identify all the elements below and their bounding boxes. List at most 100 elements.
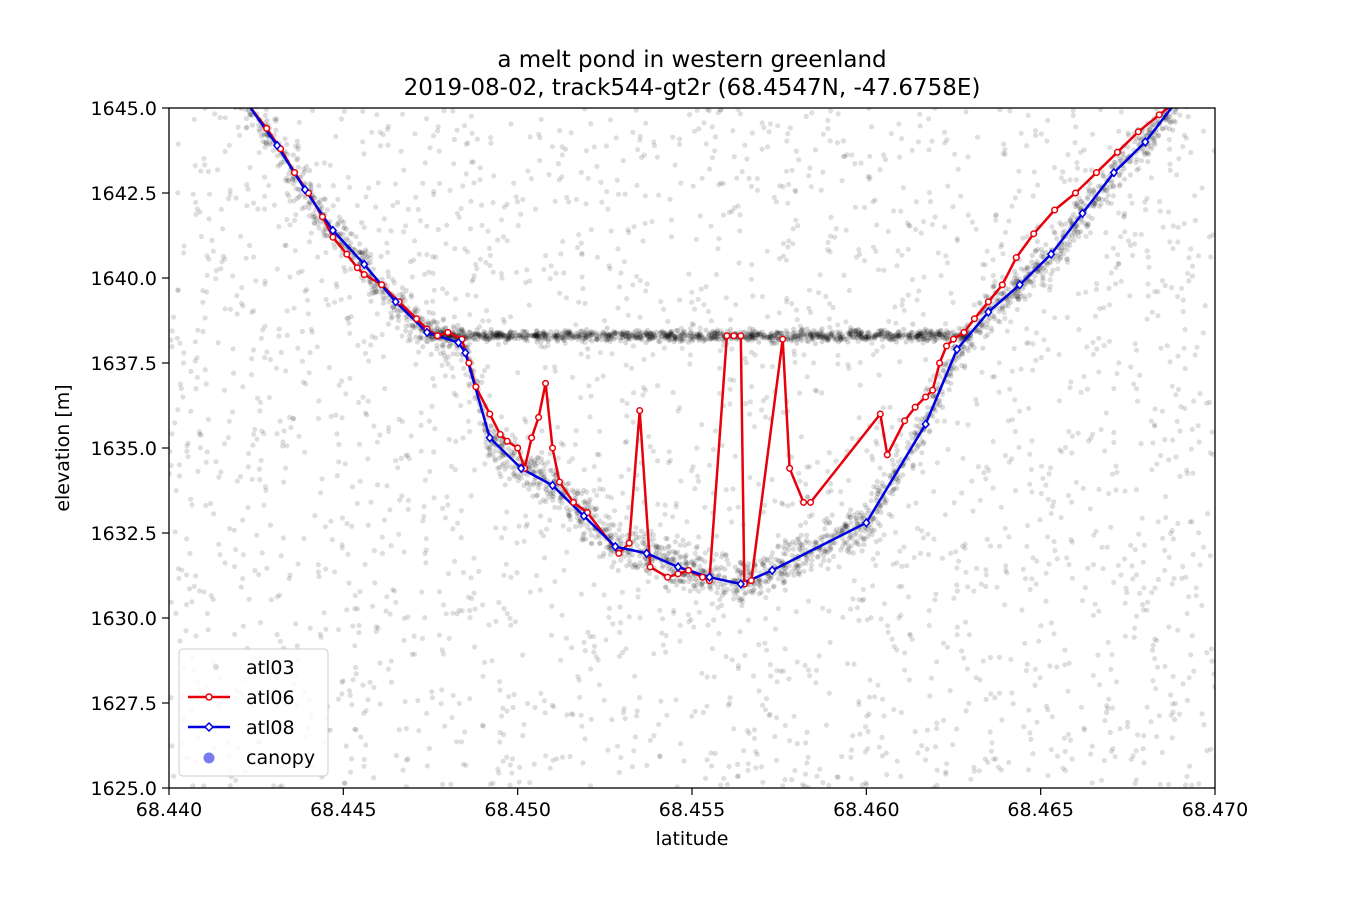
atl03-photon xyxy=(1117,158,1123,164)
atl03-photon xyxy=(362,561,368,568)
atl03-photon xyxy=(388,310,394,316)
atl03-photon xyxy=(1078,229,1084,235)
atl03-photon xyxy=(1000,305,1006,311)
atl03-photon xyxy=(520,335,526,341)
atl03-photon xyxy=(582,300,588,306)
atl03-photon xyxy=(683,559,689,565)
atl03-photon xyxy=(1070,108,1076,113)
atl03-photon xyxy=(1118,234,1124,240)
atl03-photon xyxy=(1040,265,1046,272)
atl03-photon xyxy=(1208,254,1214,260)
atl03-photon xyxy=(1189,90,1194,95)
atl03-photon xyxy=(980,261,986,268)
atl03-photon xyxy=(1108,163,1114,169)
atl03-photon xyxy=(717,348,723,354)
atl03-photon xyxy=(956,325,962,331)
atl03-photon xyxy=(1173,392,1179,398)
atl03-photon xyxy=(997,108,1003,113)
atl03-photon xyxy=(1204,650,1210,656)
atl03-photon xyxy=(737,559,744,565)
atl03-photon xyxy=(1076,326,1082,333)
atl03-photon xyxy=(493,525,499,531)
atl03-photon xyxy=(238,233,244,239)
atl03-photon xyxy=(603,544,610,551)
atl03-photon xyxy=(201,35,206,40)
atl03-photon xyxy=(780,184,786,190)
atl03-photon xyxy=(726,763,732,770)
atl03-photon xyxy=(559,174,565,180)
atl03-photon xyxy=(881,152,887,158)
atl03-photon xyxy=(1007,108,1013,114)
atl03-photon xyxy=(515,222,521,229)
atl03-photon xyxy=(1195,50,1200,55)
atl03-photon xyxy=(633,530,639,537)
atl03-photon xyxy=(802,783,808,788)
atl03-photon xyxy=(666,566,672,572)
atl03-photon xyxy=(864,505,870,511)
atl03-photon xyxy=(430,310,436,317)
atl03-photon xyxy=(1162,547,1168,554)
atl03-photon xyxy=(857,528,864,534)
atl03-photon xyxy=(1060,230,1066,236)
atl03-photon xyxy=(343,236,349,242)
atl03-photon xyxy=(846,511,852,517)
atl03-photon xyxy=(1114,469,1120,475)
atl03-photon xyxy=(631,561,638,567)
atl03-photon xyxy=(405,614,411,620)
atl03-photon xyxy=(579,537,585,543)
atl03-photon xyxy=(733,302,739,308)
atl03-photon xyxy=(1176,711,1182,717)
atl03-photon xyxy=(507,782,513,788)
atl03-photon xyxy=(1082,220,1088,226)
atl03-photon xyxy=(284,308,290,314)
atl03-photon xyxy=(1201,78,1206,83)
atl03-photon xyxy=(262,278,268,284)
atl03-photon xyxy=(1180,91,1185,96)
atl03-photon xyxy=(1098,426,1104,433)
atl03-photon xyxy=(1096,196,1102,202)
atl03-photon xyxy=(624,400,630,406)
atl03-photon xyxy=(401,615,407,621)
atl03-photon xyxy=(306,239,312,245)
atl03-photon xyxy=(1167,239,1173,245)
atl03-photon xyxy=(653,543,659,549)
atl03-photon xyxy=(608,532,614,539)
atl03-photon xyxy=(178,385,184,391)
atl03-photon xyxy=(666,551,672,557)
atl03-photon xyxy=(1209,60,1214,65)
atl03-photon xyxy=(194,36,199,41)
atl03-photon xyxy=(664,536,670,542)
atl03-photon xyxy=(872,197,878,203)
atl03-photon xyxy=(914,416,920,422)
atl03-photon xyxy=(809,557,815,563)
atl03-photon xyxy=(585,354,591,360)
atl03-photon xyxy=(858,160,864,166)
atl03-photon xyxy=(341,108,347,114)
atl03-photon xyxy=(918,230,924,236)
atl03-photon xyxy=(898,612,904,618)
atl03-photon xyxy=(577,694,583,700)
atl03-photon xyxy=(1032,682,1038,689)
atl03-photon xyxy=(881,471,887,477)
atl03-photon xyxy=(985,332,991,338)
atl03-photon xyxy=(185,454,191,460)
atl03-photon xyxy=(386,424,392,431)
atl03-photon xyxy=(200,288,206,294)
atl03-photon xyxy=(629,365,635,371)
atl03-photon xyxy=(431,191,437,198)
atl03-photon xyxy=(197,432,203,438)
atl03-photon xyxy=(1167,167,1173,173)
atl03-photon xyxy=(385,269,391,275)
atl03-photon xyxy=(887,404,893,410)
atl03-photon xyxy=(224,74,229,79)
atl03-photon xyxy=(523,419,529,425)
atl03-photon xyxy=(197,209,203,215)
atl03-photon xyxy=(618,755,624,761)
atl03-photon xyxy=(1188,65,1193,70)
atl03-photon xyxy=(552,579,558,585)
atl03-photon xyxy=(935,402,941,408)
atl03-photon xyxy=(213,276,219,282)
atl03-photon xyxy=(640,238,646,244)
atl03-photon xyxy=(523,523,529,529)
atl03-photon xyxy=(374,112,380,118)
